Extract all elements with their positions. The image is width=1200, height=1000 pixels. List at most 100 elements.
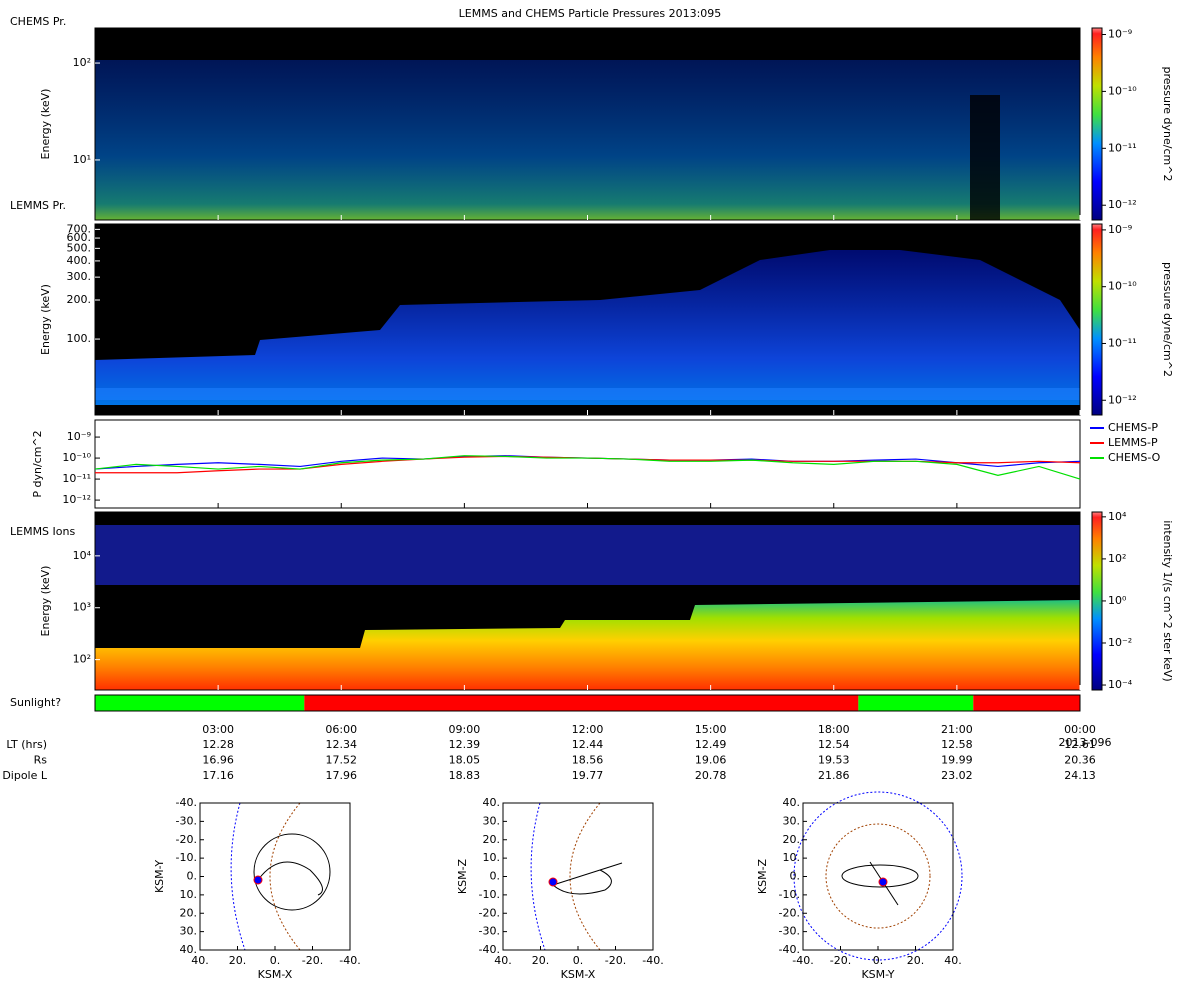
y-tick-label: -10.	[479, 888, 500, 901]
y-tick-label: 10⁻¹⁰	[62, 451, 91, 464]
x-tick-label: -40.	[339, 954, 360, 967]
x-tick-label: 40.	[944, 954, 962, 967]
sunlight-segment	[95, 695, 305, 711]
colorbar-tick-label: 10²	[1108, 552, 1126, 565]
colorbar-label: pressure dyne/cm^2	[1161, 262, 1174, 377]
row-label: LT (hrs)	[6, 738, 47, 751]
y-axis-label: KSM-Y	[153, 860, 166, 893]
x-tick-label: 40.	[494, 954, 512, 967]
x-tick-label: -20.	[302, 954, 323, 967]
orbit-drawing	[230, 791, 963, 961]
y-tick-label: 0.	[187, 870, 198, 883]
colorbar-tick-label: 10⁻⁴	[1108, 678, 1133, 691]
colorbar-tick-label: 10⁻¹¹	[1108, 336, 1137, 349]
y-tick-label: 30.	[483, 814, 501, 827]
y-tick-label: 10⁻¹¹	[62, 472, 91, 485]
y-tick-label: -20.	[479, 906, 500, 919]
x-tick-label: 0.	[270, 954, 281, 967]
x-tick-label: 12:00	[572, 723, 604, 736]
row-value: 12.49	[695, 738, 727, 751]
y-tick-label: 10.	[180, 888, 198, 901]
row-value: 18.05	[449, 754, 481, 767]
y-tick-label: -40.	[176, 796, 197, 809]
colorbar-tick-label: 10⁻⁹	[1108, 223, 1132, 236]
x-tick-label: 0.	[573, 954, 584, 967]
y-tick-label: -30.	[779, 925, 800, 938]
x-tick-label: 20.	[229, 954, 247, 967]
x-tick-label: 18:00	[818, 723, 850, 736]
y-axis-label: Energy (keV)	[39, 284, 52, 355]
x-tick-label: 40.	[191, 954, 209, 967]
x-tick-label: 20.	[532, 954, 550, 967]
y-tick-label: -10.	[779, 888, 800, 901]
y-tick-label: 500.	[67, 241, 92, 254]
y-tick-label: 10¹	[73, 153, 91, 166]
orbit-frame	[199, 802, 351, 951]
panel-label: CHEMS Pr.	[10, 15, 66, 28]
y-tick-label: 600.	[67, 231, 92, 244]
y-tick-label: 10²	[73, 56, 91, 69]
line-series	[94, 455, 1081, 480]
row-value: 20.36	[1064, 754, 1096, 767]
row-value: 12.28	[202, 738, 234, 751]
y-tick-label: 200.	[67, 293, 92, 306]
y-tick-label: 0.	[790, 870, 801, 883]
colorbar	[1091, 27, 1103, 221]
y-tick-label: 300.	[67, 270, 92, 283]
row-value: 24.13	[1064, 769, 1096, 782]
y-tick-label: 10⁴	[73, 549, 92, 562]
row-label: Dipole L	[2, 769, 48, 782]
y-tick-label: 20.	[783, 833, 801, 846]
date-label: 2013-096	[1059, 736, 1112, 749]
y-tick-label: 10²	[73, 653, 91, 666]
y-tick-label: 40.	[783, 796, 801, 809]
row-value: 17.52	[326, 754, 358, 767]
y-axis-label: P dyn/cm^2	[31, 430, 44, 497]
panel-label: LEMMS Pr.	[10, 199, 66, 212]
y-tick-label: 30.	[180, 925, 198, 938]
colorbar-tick-label: 10⁴	[1108, 510, 1127, 523]
y-tick-label: 10³	[73, 601, 91, 614]
x-axis-label: KSM-X	[561, 968, 596, 981]
x-tick-label: -40.	[642, 954, 663, 967]
x-tick-label: -20.	[830, 954, 851, 967]
y-tick-label: 700.	[67, 222, 92, 235]
row-value: 17.16	[202, 769, 234, 782]
row-value: 19.77	[572, 769, 604, 782]
y-tick-label: 10.	[783, 851, 801, 864]
y-tick-label: 10.	[483, 851, 501, 864]
x-tick-label: -20.	[605, 954, 626, 967]
y-axis-label: Energy (keV)	[39, 566, 52, 637]
row-value: 12.44	[572, 738, 604, 751]
sunlight-segment	[858, 695, 974, 711]
y-tick-label: 0.	[490, 870, 501, 883]
y-tick-label: -30.	[479, 925, 500, 938]
row-value: 21.86	[818, 769, 850, 782]
x-tick-label: 15:00	[695, 723, 727, 736]
y-tick-label: 400.	[67, 254, 92, 267]
colorbar	[1091, 511, 1103, 691]
row-value: 12.39	[449, 738, 481, 751]
spectrogram-image	[95, 512, 1080, 690]
panel-label: Sunlight?	[10, 696, 61, 709]
y-tick-label: 20.	[483, 833, 501, 846]
row-value: 20.78	[695, 769, 727, 782]
y-tick-label: -10.	[176, 851, 197, 864]
row-value: 12.54	[818, 738, 850, 751]
legend-label: LEMMS-P	[1108, 436, 1158, 449]
colorbar-label: intensity 1/(s cm^2 ster keV)	[1161, 520, 1174, 681]
spectrogram-image	[95, 28, 1080, 220]
y-tick-label: 10⁻¹²	[62, 493, 91, 506]
legend-label: CHEMS-P	[1108, 421, 1158, 434]
colorbar-tick-label: 10⁻¹⁰	[1108, 280, 1137, 293]
colorbar-tick-label: 10⁻¹²	[1108, 393, 1137, 406]
colorbar	[1091, 223, 1103, 416]
row-value: 16.96	[202, 754, 234, 767]
y-axis-label: Energy (keV)	[39, 89, 52, 160]
y-axis-label: KSM-Z	[456, 858, 469, 894]
x-tick-label: 20.	[907, 954, 925, 967]
y-tick-label: -40.	[479, 943, 500, 956]
row-value: 12.58	[941, 738, 973, 751]
colorbar-label: pressure dyne/cm^2	[1161, 67, 1174, 182]
